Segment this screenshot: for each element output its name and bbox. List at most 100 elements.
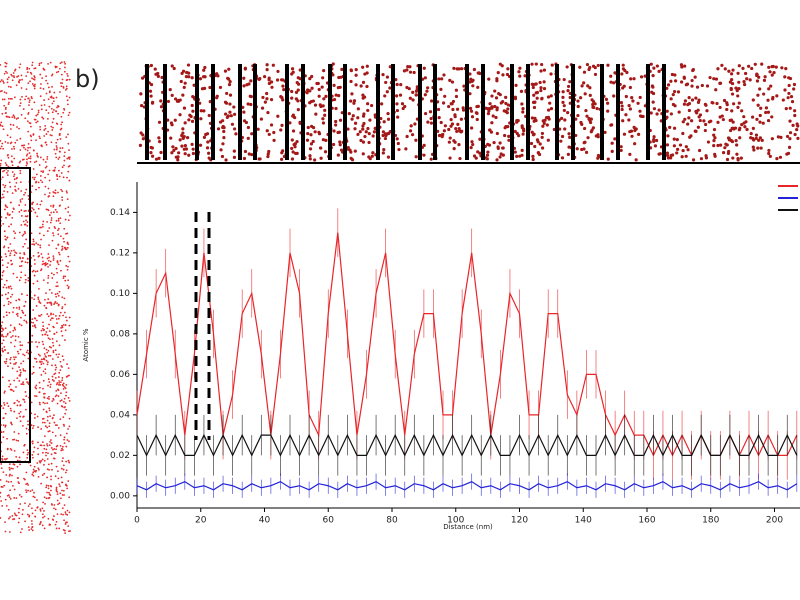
atom-dot: [223, 100, 228, 104]
atom-dot: [18, 308, 21, 310]
atom-dot: [0, 491, 2, 494]
atom-dot: [60, 123, 63, 126]
atom-dot: [736, 71, 740, 75]
atom-dot: [46, 220, 48, 223]
atom-dot: [48, 288, 51, 291]
atom-dot: [2, 270, 5, 272]
atom-dot: [459, 117, 463, 121]
atom-dot: [18, 380, 21, 382]
atom-dot: [40, 358, 43, 361]
atom-dot: [36, 215, 39, 218]
atom-dot: [16, 404, 19, 407]
atom-dot: [40, 428, 43, 430]
atom-dot: [310, 74, 314, 79]
atom-dot: [246, 136, 250, 140]
atom-dot: [735, 88, 739, 93]
atom-dot: [708, 75, 712, 80]
atom-dot: [59, 485, 61, 488]
atom-dot: [36, 154, 39, 157]
atom-dot: [791, 123, 795, 127]
atom-dot: [686, 148, 690, 152]
atom-dot: [632, 77, 636, 81]
atom-dot: [37, 453, 40, 456]
atom-dot: [181, 127, 185, 131]
atom-dot: [61, 366, 63, 368]
atom-dot: [681, 148, 685, 153]
atom-dot: [586, 136, 590, 140]
atom-dot: [38, 232, 41, 235]
atom-dot: [50, 317, 53, 320]
atom-dot: [51, 239, 54, 242]
atom-dot: [59, 311, 62, 314]
atom-dot: [242, 76, 246, 80]
atom-dot: [67, 219, 70, 222]
atom-dot: [66, 78, 69, 81]
atom-dot: [365, 84, 369, 89]
atom-dot: [19, 463, 21, 466]
atom-dot: [11, 74, 14, 77]
atom-dot: [54, 189, 57, 192]
atom-dot: [27, 341, 30, 344]
atom-dot: [48, 179, 51, 182]
atom-dot: [216, 127, 221, 131]
atom-dot: [46, 82, 49, 85]
atom-dot: [4, 530, 7, 533]
atom-dot: [68, 324, 71, 327]
atom-dot: [478, 137, 482, 141]
atom-dot: [58, 527, 61, 530]
atom-dot: [56, 271, 59, 274]
atom-dot: [423, 76, 427, 80]
atom-dot: [234, 132, 238, 136]
atom-dot: [272, 138, 276, 142]
atom-dot: [33, 263, 36, 265]
atom-dot: [475, 111, 479, 115]
atom-dot: [46, 281, 49, 284]
atom-dot: [62, 529, 65, 531]
atom-dot: [51, 277, 54, 279]
atom-dot: [385, 90, 389, 94]
atom-dot: [665, 86, 669, 90]
atom-dot: [174, 146, 178, 151]
atom-dot: [60, 85, 63, 88]
atom-dot: [683, 99, 687, 103]
atom-dot: [45, 359, 48, 362]
atom-dot: [215, 96, 219, 100]
atom-dot: [9, 123, 12, 126]
atom-dot: [60, 399, 63, 402]
atom-dot: [42, 88, 45, 90]
atom-dot: [532, 105, 537, 110]
atom-dot: [18, 204, 21, 207]
atom-dot: [687, 96, 691, 100]
atom-dot: [539, 88, 543, 93]
atom-dot: [24, 98, 26, 101]
atom-dot: [753, 62, 757, 66]
atom-dot: [43, 396, 45, 399]
atom-dot: [521, 110, 525, 114]
atom-dot: [45, 486, 48, 489]
atom-dot: [535, 96, 539, 100]
atom-dot: [276, 69, 280, 74]
atom-dot: [35, 180, 38, 183]
atom-dot: [6, 402, 9, 405]
atom-dot: [530, 130, 534, 134]
atom-dot: [53, 373, 56, 376]
atom-dot: [447, 140, 451, 144]
atom-dot: [749, 131, 753, 136]
atom-dot: [20, 209, 23, 212]
atom-dot: [40, 363, 43, 366]
atom-dot: [48, 422, 51, 425]
atom-dot: [23, 354, 26, 357]
atom-dot: [38, 135, 41, 138]
atom-dot: [8, 385, 11, 388]
atom-dot: [46, 491, 48, 494]
atom-dot: [221, 142, 225, 146]
atom-dot: [4, 65, 7, 68]
atom-dot: [31, 454, 34, 456]
atom-dot: [356, 132, 360, 137]
atom-dot: [39, 386, 41, 389]
atom-dot: [218, 120, 223, 124]
atom-dot: [532, 132, 536, 136]
atom-dot: [66, 246, 69, 249]
atom-dot: [28, 121, 31, 124]
atom-dot: [651, 74, 655, 78]
